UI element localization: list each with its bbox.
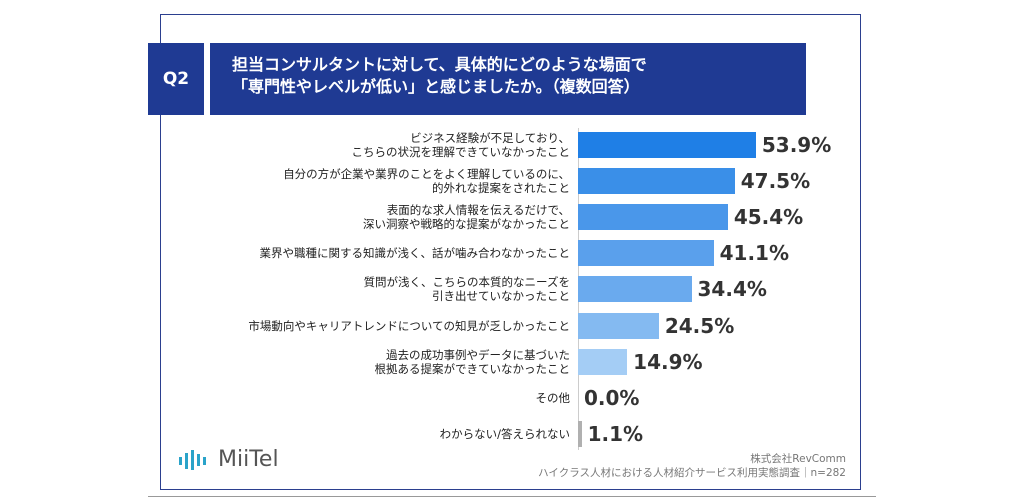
category-label: 質問が浅く、こちらの本質的なニーズを 引き出せていなかったこと <box>363 275 570 304</box>
logo: MiiTel <box>178 447 279 472</box>
bar <box>578 240 714 267</box>
source: 株式会社RevComm <box>750 453 846 465</box>
logo-text: MiiTel <box>218 447 279 472</box>
category-label: 自分の方が企業や業界のことをよく理解しているのに、 的外れな提案をされたこと <box>283 167 570 196</box>
question-number: Q2 <box>148 43 204 115</box>
category-label: 表面的な求人情報を伝えるだけで、 深い洞察や戦略的な提案がなかったこと <box>363 203 570 232</box>
value-label: 41.1% <box>719 241 790 266</box>
value-label: 45.4% <box>733 205 804 230</box>
bar <box>578 168 735 195</box>
card <box>160 14 861 490</box>
bar <box>578 348 628 375</box>
category-label: その他 <box>535 390 571 405</box>
bar <box>578 204 728 231</box>
value-label: 53.9% <box>761 133 832 157</box>
logo-icon <box>179 449 206 470</box>
value-label: 14.9% <box>633 349 703 374</box>
category-label: ビジネス経験が不足しており、 こちらの状況を理解できていなかったこと <box>351 131 571 159</box>
value-label: 34.4% <box>697 277 767 302</box>
survey-note: ハイクラス人材における人材紹介サービス利用実態調査｜n=282 <box>538 467 846 479</box>
bottom-rule <box>148 496 876 497</box>
value-label: 1.1% <box>587 421 644 446</box>
bar <box>578 276 692 303</box>
value-label: 24.5% <box>664 313 735 338</box>
category-label: 業界や職種に関する知識が浅く、話が噛み合わなかったこと <box>259 246 571 261</box>
category-label: 市場動向やキャリアトレンドについての知見が乏しかったこと <box>248 318 570 333</box>
bar <box>578 312 659 339</box>
value-label: 0.0% <box>584 385 640 410</box>
value-label: 47.5% <box>740 169 811 194</box>
bar <box>578 420 582 447</box>
category-label: 過去の成功事例やデータに基づいた 根拠ある提案ができていなかったこと <box>374 347 571 376</box>
category-label: わからない/答えられない <box>439 426 570 441</box>
bar <box>578 132 756 158</box>
chart-title: 担当コンサルタントに対して、具体的にどのような場面で 「専門性やレベルが低い」と… <box>210 43 806 115</box>
